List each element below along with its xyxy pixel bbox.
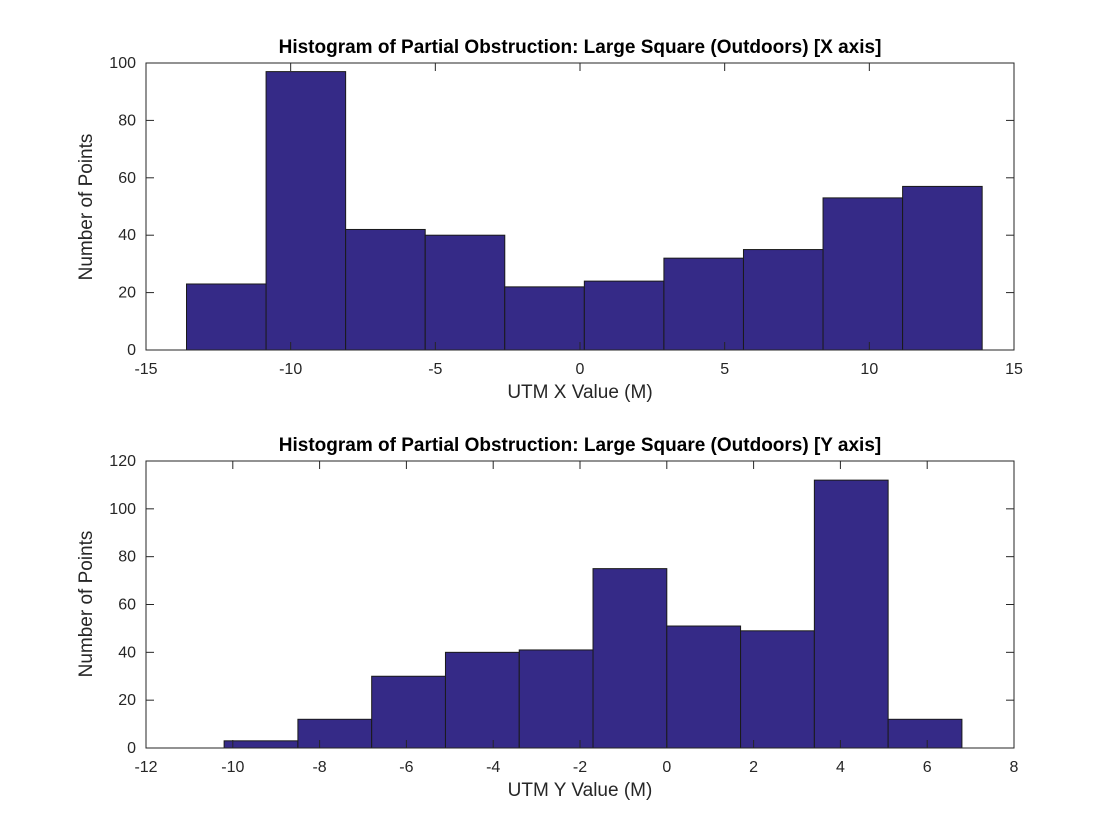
x-tick-label: 5 (720, 361, 729, 378)
histogram-bar (742, 249, 824, 351)
histogram-bar (223, 740, 299, 749)
x-tick-label: -4 (486, 759, 500, 776)
x-axis-label: UTM Y Value (M) (508, 780, 653, 801)
x-tick-label: 0 (662, 759, 671, 776)
x-tick-label: 8 (1010, 759, 1019, 776)
x-axis-label: UTM X Value (M) (507, 382, 652, 403)
chart-x-axis-histogram: Histogram of Partial Obstruction: Large … (76, 37, 1023, 403)
histogram-bar (371, 675, 446, 749)
x-tick-label: -12 (134, 759, 157, 776)
x-tick-label: 15 (1005, 361, 1023, 378)
histogram-bar (345, 228, 426, 351)
histogram-bar (504, 286, 585, 351)
x-tick-label: -10 (279, 361, 302, 378)
y-tick-label: 60 (118, 597, 136, 614)
x-tick-label: 6 (923, 759, 932, 776)
y-tick-label: 20 (118, 285, 136, 302)
y-axis-label: Number of Points (76, 134, 97, 281)
y-tick-label: 0 (127, 740, 136, 757)
y-tick-label: 80 (118, 112, 136, 129)
y-tick-label: 40 (118, 644, 136, 661)
chart-title: Histogram of Partial Obstruction: Large … (279, 435, 881, 456)
histogram-bar (663, 257, 744, 351)
y-tick-label: 0 (127, 342, 136, 359)
chart-title: Histogram of Partial Obstruction: Large … (279, 37, 882, 58)
histogram-bar (444, 651, 520, 749)
y-tick-label: 60 (118, 170, 136, 187)
x-tick-label: 10 (860, 361, 878, 378)
x-tick-label: -15 (134, 361, 157, 378)
x-tick-label: -10 (221, 759, 244, 776)
x-tick-label: -6 (399, 759, 413, 776)
x-tick-label: 0 (576, 361, 585, 378)
histogram-bar (887, 718, 963, 749)
y-tick-label: 100 (109, 501, 136, 518)
y-tick-label: 100 (109, 55, 136, 72)
x-tick-label: -8 (312, 759, 326, 776)
y-tick-label: 40 (118, 227, 136, 244)
chart-y-axis-histogram: Histogram of Partial Obstruction: Large … (76, 435, 1019, 801)
y-tick-label: 20 (118, 692, 136, 709)
histogram-bar (813, 479, 889, 749)
histogram-bar (592, 568, 668, 749)
histogram-bar (186, 283, 267, 351)
histogram-bar (666, 625, 742, 749)
histogram-bar (740, 630, 815, 749)
x-tick-label: -2 (573, 759, 587, 776)
histogram-bar (265, 71, 347, 351)
histogram-bar (902, 185, 983, 351)
x-tick-label: 2 (749, 759, 758, 776)
y-tick-label: 120 (109, 453, 136, 470)
x-tick-label: 4 (836, 759, 845, 776)
y-axis-label: Number of Points (76, 531, 97, 678)
x-tick-label: -5 (428, 361, 442, 378)
histogram-bar (518, 649, 594, 749)
histogram-bar (822, 197, 904, 351)
histogram-bar (424, 234, 506, 351)
histogram-bar (583, 280, 665, 351)
histogram-bar (297, 718, 373, 749)
y-tick-label: 80 (118, 549, 136, 566)
